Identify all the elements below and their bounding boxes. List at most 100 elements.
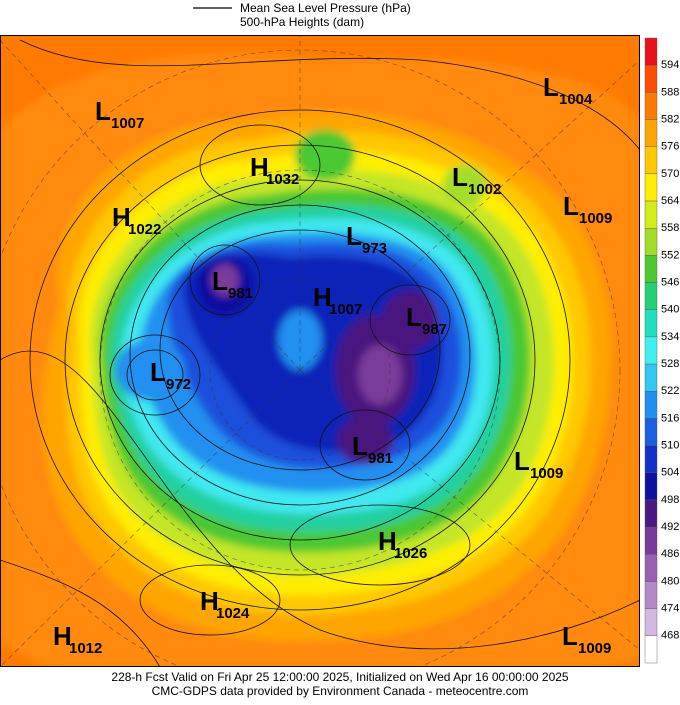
colorbar-swatch	[644, 336, 658, 365]
center-value: 1032	[266, 171, 299, 188]
colorbar-label: 546	[661, 276, 679, 288]
isobar	[64, 144, 536, 576]
isobar	[109, 334, 201, 416]
colorbar-swatch	[644, 526, 658, 555]
colorbar-label: 492	[661, 521, 679, 533]
colorbar-label: 534	[661, 331, 679, 343]
colorbar-swatch	[644, 554, 658, 582]
colorbar-label: 528	[661, 358, 679, 370]
field	[211, 264, 239, 296]
isobar	[319, 409, 411, 481]
colorbar-swatch	[644, 282, 658, 310]
height-field	[0, 52, 640, 667]
colorbar-swatch	[644, 608, 658, 637]
isobar	[99, 179, 501, 541]
center-letter: L	[406, 302, 422, 332]
colorbar-label: 468	[661, 630, 679, 642]
colorbar-swatch	[644, 37, 658, 66]
pressure-center: L 1009	[563, 191, 612, 227]
colorbar-swatch	[644, 173, 658, 202]
center-value: 1009	[578, 640, 611, 657]
center-letter: L	[543, 72, 559, 102]
isobar	[199, 124, 321, 206]
colorbar-label: 576	[661, 141, 679, 153]
colorbar-label: 480	[661, 575, 679, 587]
colorbar-label: 510	[661, 440, 679, 452]
isobar	[19, 39, 640, 151]
isobar	[129, 204, 471, 506]
isobar	[126, 349, 184, 401]
center-letter: L	[452, 162, 468, 192]
field	[358, 345, 402, 405]
center-value: 1009	[579, 210, 612, 227]
pressure-center: L 1002	[452, 162, 501, 198]
field	[337, 416, 393, 464]
graticule-line	[0, 39, 301, 371]
colorbar-swatch	[644, 119, 658, 147]
pressure-center: L 1009	[514, 446, 563, 482]
colorbar-swatch	[644, 228, 658, 256]
colorbar-label: 522	[661, 385, 679, 397]
center-letter: L	[95, 96, 111, 126]
isobars	[0, 39, 640, 667]
center-letter: L	[352, 431, 368, 461]
colorbar-swatch	[644, 635, 658, 664]
footer-text: 228-h Fcst Valid on Fri Apr 25 12:00:00 …	[111, 670, 569, 684]
center-value: 1004	[559, 91, 593, 108]
colorbar-label: 498	[661, 494, 679, 506]
colorbar-label: 516	[661, 412, 679, 424]
graticule-line	[299, 59, 640, 371]
field	[382, 290, 438, 350]
center-letter: H	[378, 526, 397, 556]
isobar	[369, 284, 451, 356]
colorbar-swatch	[644, 472, 658, 501]
colorbar-label: 582	[661, 113, 679, 125]
center-value: 1007	[111, 115, 144, 132]
pressure-center: L 973	[346, 221, 387, 257]
center-value: 1022	[128, 221, 161, 238]
center-letter: H	[53, 621, 72, 651]
colorbar-label: 570	[661, 168, 679, 180]
pressure-center: L 981	[352, 431, 393, 467]
isobar	[0, 350, 640, 650]
center-letter: H	[200, 586, 219, 616]
colorbar-label: 552	[661, 249, 679, 261]
legend-text: Mean Sea Level Pressure (hPa)	[240, 1, 411, 15]
center-letter: L	[212, 266, 228, 296]
center-value: 1002	[468, 181, 501, 198]
colorbar-swatch	[644, 418, 658, 446]
center-value: 987	[422, 321, 447, 338]
isobar	[189, 244, 261, 316]
colorbar-swatch	[644, 255, 658, 283]
colorbar-swatch	[644, 309, 658, 338]
center-value: 1024	[216, 605, 250, 622]
center-letter: L	[563, 191, 579, 221]
isobar	[139, 564, 281, 636]
pressure-center: L 987	[406, 302, 447, 338]
center-letter: L	[562, 621, 578, 651]
field	[115, 340, 185, 400]
colorbar: 594 588 582 576 570 564 558 552 546 540 534 528 522 5…	[644, 37, 679, 664]
center-value: 1009	[530, 465, 563, 482]
isobar	[0, 559, 161, 667]
colorbar-swatch	[644, 499, 658, 528]
center-value: 981	[228, 285, 253, 302]
colorbar-swatch	[644, 200, 658, 229]
footer-text: CMC-GDPS data provided by Environment Ca…	[152, 684, 529, 698]
center-letter: L	[346, 221, 362, 251]
graticule-line	[0, 369, 301, 667]
field	[443, 165, 487, 205]
colorbar-label: 588	[661, 86, 679, 98]
center-letter: L	[150, 357, 166, 387]
colorbar-swatch	[644, 146, 658, 175]
pressure-center: L 1004	[543, 72, 593, 108]
